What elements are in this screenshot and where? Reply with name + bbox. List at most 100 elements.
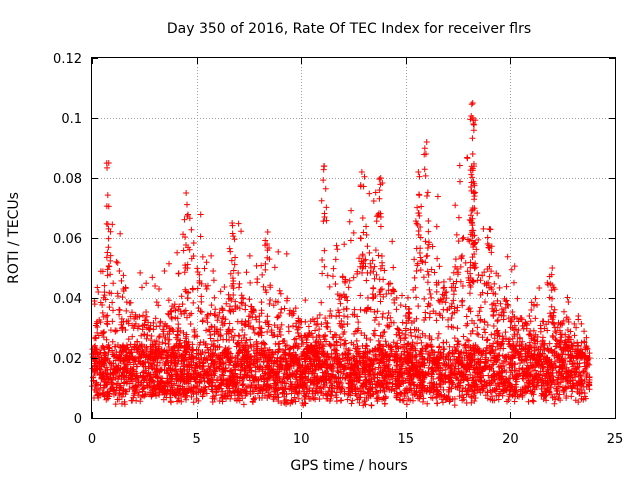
data-point	[134, 373, 141, 380]
data-point	[448, 379, 455, 386]
data-point	[584, 360, 591, 367]
data-point	[428, 294, 435, 301]
data-point	[250, 324, 257, 331]
data-point	[120, 342, 127, 349]
data-point	[156, 286, 163, 293]
data-point	[250, 308, 257, 315]
data-point	[543, 321, 550, 328]
data-point	[470, 350, 477, 357]
data-point	[436, 392, 443, 399]
data-point	[558, 351, 565, 358]
data-point	[477, 291, 484, 298]
data-point	[402, 312, 409, 319]
data-point	[334, 246, 341, 253]
data-point	[208, 252, 215, 259]
data-point	[246, 296, 253, 303]
data-point	[534, 301, 541, 308]
data-point	[440, 356, 447, 363]
data-point	[477, 389, 484, 396]
data-point	[351, 306, 358, 313]
data-point	[181, 356, 188, 363]
data-point	[306, 347, 313, 354]
data-point	[145, 319, 152, 326]
data-point	[183, 314, 190, 321]
data-point	[350, 229, 357, 236]
data-point	[273, 377, 280, 384]
data-point	[424, 356, 431, 363]
data-point	[155, 302, 162, 309]
data-point	[334, 352, 341, 359]
data-point	[247, 361, 254, 368]
data-point	[518, 346, 525, 353]
data-point	[522, 373, 529, 380]
data-point	[322, 369, 329, 376]
data-point	[521, 383, 528, 390]
data-point	[571, 320, 578, 327]
data-point	[574, 343, 581, 350]
data-point	[405, 395, 412, 402]
data-point	[406, 366, 413, 373]
data-point	[287, 345, 294, 352]
data-point	[519, 375, 526, 382]
data-point	[227, 270, 234, 277]
data-point	[437, 354, 444, 361]
data-point	[563, 394, 570, 401]
data-point	[142, 354, 149, 361]
data-point	[454, 304, 461, 311]
data-point	[429, 358, 436, 365]
data-point	[409, 343, 416, 350]
data-point	[348, 207, 355, 214]
data-point	[122, 388, 129, 395]
data-point	[516, 365, 523, 372]
data-point	[130, 394, 137, 401]
data-point	[254, 340, 261, 347]
data-point	[116, 387, 123, 394]
data-point	[139, 360, 146, 367]
data-point	[218, 305, 225, 312]
data-point	[374, 308, 381, 315]
data-point	[538, 356, 545, 363]
data-point	[214, 317, 221, 324]
data-point	[259, 366, 266, 373]
data-point	[237, 387, 244, 394]
data-point	[334, 383, 341, 390]
data-point	[247, 336, 254, 343]
data-point	[511, 331, 518, 338]
data-point	[181, 308, 188, 315]
data-point	[264, 381, 271, 388]
data-point	[442, 289, 449, 296]
data-point	[108, 376, 115, 383]
data-point	[451, 335, 458, 342]
data-point	[224, 387, 231, 394]
data-point	[450, 297, 457, 304]
data-point	[130, 384, 137, 391]
data-point	[425, 300, 432, 307]
data-point	[218, 319, 225, 326]
data-point	[450, 280, 457, 287]
data-point	[312, 339, 319, 346]
data-point	[509, 308, 516, 315]
data-point	[318, 376, 325, 383]
data-point	[103, 313, 110, 320]
data-point	[555, 395, 562, 402]
data-point	[318, 388, 325, 395]
data-point	[423, 387, 430, 394]
data-point	[447, 356, 454, 363]
data-point	[546, 388, 553, 395]
data-point	[420, 371, 427, 378]
data-point	[260, 348, 267, 355]
data-point	[264, 317, 271, 324]
data-point	[238, 292, 245, 299]
data-point	[118, 321, 125, 328]
data-point	[426, 335, 433, 342]
data-point	[302, 400, 309, 407]
data-point	[190, 384, 197, 391]
data-point	[391, 288, 398, 295]
data-point	[475, 236, 482, 243]
data-point	[363, 383, 370, 390]
data-point	[428, 266, 435, 273]
data-point	[376, 377, 383, 384]
data-point	[112, 328, 119, 335]
data-point	[584, 372, 591, 379]
data-point	[418, 203, 425, 210]
